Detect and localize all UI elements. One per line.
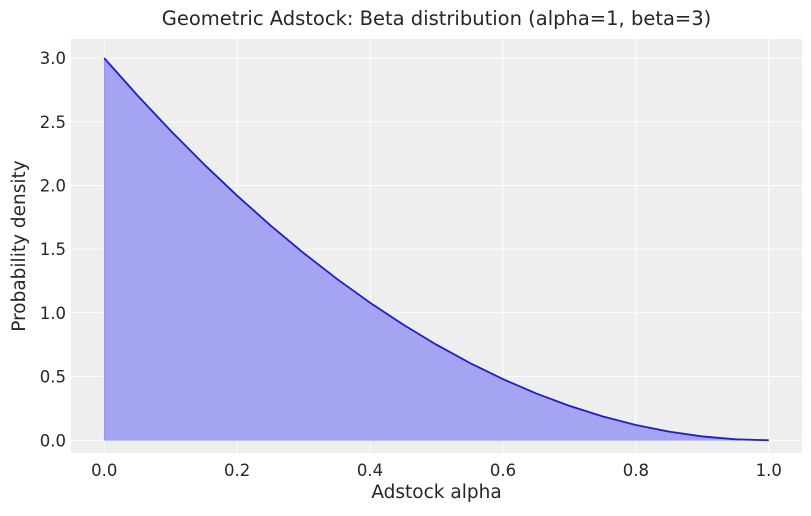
y-tick-label: 3.0	[40, 49, 66, 68]
x-axis-label: Adstock alpha	[371, 482, 501, 503]
y-tick-label: 1.0	[40, 304, 66, 323]
x-tick-label: 0.8	[623, 461, 649, 480]
y-tick-label: 0.5	[40, 368, 66, 387]
chart-title: Geometric Adstock: Beta distribution (al…	[162, 7, 712, 30]
y-axis-label: Probability density	[9, 160, 30, 332]
y-tick-label: 0.0	[40, 431, 66, 450]
x-tick-label: 0.0	[91, 461, 117, 480]
x-tick-label: 0.4	[357, 461, 383, 480]
x-tick-label: 0.6	[490, 461, 516, 480]
y-tick-label: 2.5	[40, 113, 66, 132]
x-tick-label: 1.0	[756, 461, 782, 480]
y-tick-label: 2.0	[40, 176, 66, 195]
x-tick-label: 0.2	[224, 461, 250, 480]
y-tick-label: 1.5	[40, 240, 66, 259]
